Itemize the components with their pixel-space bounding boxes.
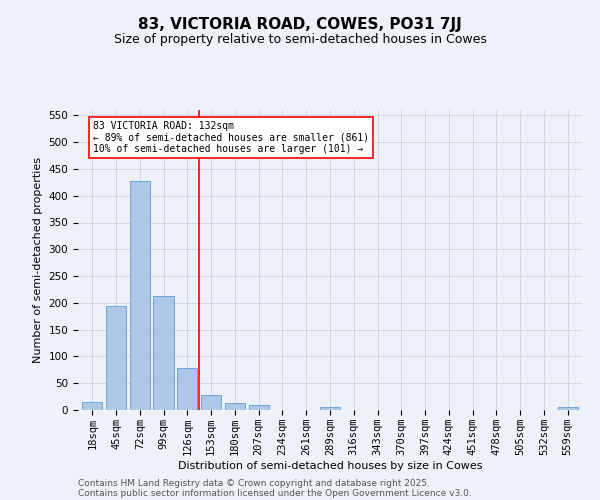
Y-axis label: Number of semi-detached properties: Number of semi-detached properties [33, 157, 43, 363]
Bar [201, 395, 221, 410]
X-axis label: Distribution of semi-detached houses by size in Cowes: Distribution of semi-detached houses by … [178, 460, 482, 470]
Bar [130, 180, 150, 410]
Bar [177, 368, 197, 410]
Bar [82, 402, 103, 410]
Text: Contains HM Land Registry data © Crown copyright and database right 2025.: Contains HM Land Registry data © Crown c… [78, 478, 430, 488]
Text: Contains public sector information licensed under the Open Government Licence v3: Contains public sector information licen… [78, 488, 472, 498]
Bar [320, 408, 340, 410]
Text: 83, VICTORIA ROAD, COWES, PO31 7JJ: 83, VICTORIA ROAD, COWES, PO31 7JJ [138, 18, 462, 32]
Text: Size of property relative to semi-detached houses in Cowes: Size of property relative to semi-detach… [113, 32, 487, 46]
Bar [248, 404, 269, 410]
Bar [106, 306, 126, 410]
Text: 83 VICTORIA ROAD: 132sqm
← 89% of semi-detached houses are smaller (861)
10% of : 83 VICTORIA ROAD: 132sqm ← 89% of semi-d… [93, 120, 369, 154]
Bar [154, 296, 173, 410]
Bar [225, 403, 245, 410]
Bar [557, 408, 578, 410]
